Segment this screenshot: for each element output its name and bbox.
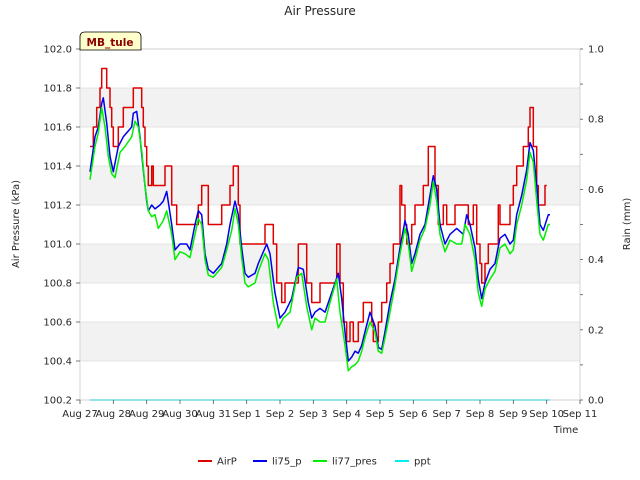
x-tick-label: Sep 7	[432, 409, 460, 420]
station-badge: MB_tule	[79, 31, 142, 51]
x-tick-label: Sep 4	[332, 409, 360, 420]
x-tick-label: Sep 9	[499, 409, 527, 420]
x-tick-label: Aug 29	[129, 409, 164, 420]
y2-axis-label: Rain (mm)	[622, 198, 633, 251]
y2-tick-label: 0.0	[588, 396, 604, 407]
y-tick-label: 100.8	[43, 279, 72, 290]
x-tick-label: Sep 1	[232, 409, 260, 420]
plot-band	[80, 88, 580, 127]
x-tick-label: Aug 27	[62, 409, 97, 420]
y-tick-label: 102.0	[43, 45, 72, 56]
legend-label: li75_p	[272, 457, 302, 468]
y2-tick-label: 1.0	[588, 45, 604, 56]
chart-title: Air Pressure	[284, 4, 356, 18]
y2-tick-label: 0.2	[588, 325, 604, 336]
y-axis: 100.2 100.4 100.6 100.8 101.0 101.2 101.4 101.6…	[43, 45, 80, 407]
plot-band	[80, 322, 580, 361]
y-tick-label: 100.6	[43, 318, 72, 329]
x-tick-label: Sep 2	[266, 409, 294, 420]
y-tick-label: 101.8	[43, 84, 72, 95]
y2-tick-label: 0.8	[588, 115, 604, 126]
x-tick-label: Aug 30	[162, 409, 197, 420]
y2-tick-label: 0.6	[588, 185, 604, 196]
plot-band	[80, 244, 580, 283]
legend-label: li77_pres	[332, 457, 377, 468]
x-axis-label: Time	[553, 425, 578, 436]
x-tick-label: Sep 10	[529, 409, 564, 420]
x-tick-label: Aug 31	[196, 409, 231, 420]
y-tick-label: 100.2	[43, 396, 72, 407]
x-tick-label: Sep 6	[399, 409, 427, 420]
station-label: MB_tule	[87, 37, 134, 49]
x-tick-label: Sep 11	[563, 409, 598, 420]
y-tick-label: 100.4	[43, 357, 72, 368]
series-line-li75-p	[89, 97, 550, 362]
y2-tick-label: 0.4	[588, 255, 604, 266]
y-tick-label: 101.6	[43, 123, 72, 134]
y-tick-label: 101.4	[43, 162, 72, 173]
series-line-li77-pres	[89, 106, 550, 372]
legend-label: AirP	[217, 457, 237, 468]
legend-label: ppt	[414, 457, 431, 468]
x-tick-label: Sep 3	[299, 409, 327, 420]
x-tick-label: Aug 28	[96, 409, 131, 420]
plot-bands	[80, 49, 580, 400]
x-tick-label: Sep 8	[466, 409, 494, 420]
y-axis-label: Air Pressure (kPa)	[11, 180, 22, 268]
y2-axis: 0.0 0.2 0.4 0.6 0.8 1.0	[580, 45, 604, 407]
y-tick-label: 101.2	[43, 201, 72, 212]
x-tick-label: Sep 5	[366, 409, 394, 420]
legend: AirP li75_p li77_pres ppt	[198, 457, 431, 468]
y-tick-label: 101.0	[43, 240, 72, 251]
